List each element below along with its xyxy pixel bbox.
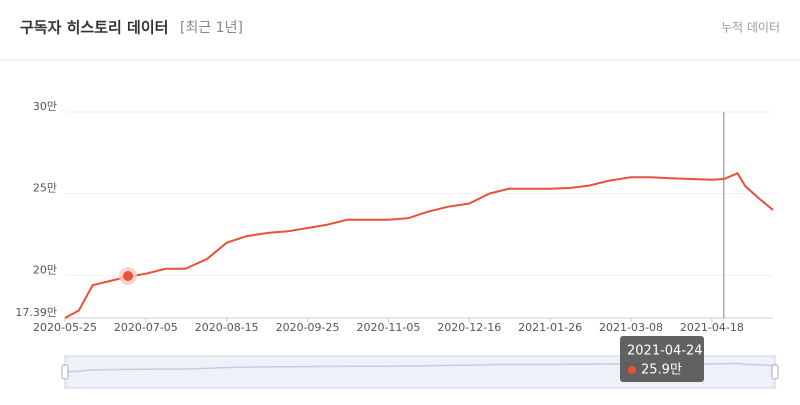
x-tick-label: 2021-03-08 <box>599 321 663 334</box>
x-tick-label: 2020-09-25 <box>276 321 340 334</box>
subscriber-line <box>64 172 774 319</box>
tooltip-dot <box>628 366 636 374</box>
tooltip: 2021-04-24 25.9만 <box>620 336 704 382</box>
tooltip-value: 25.9만 <box>641 363 682 378</box>
cumulative-toggle[interactable]: 누적 데이터 <box>721 21 780 35</box>
x-tick-label: 2021-01-26 <box>518 321 582 334</box>
tooltip-box <box>620 336 704 382</box>
x-tick-label: 2020-08-15 <box>195 321 259 334</box>
x-tick-label: 2020-05-25 <box>33 321 97 334</box>
milestone-icon[interactable] <box>123 271 133 281</box>
navigator-handle-right[interactable] <box>771 364 779 380</box>
x-tick-label: 2021-04-18 <box>680 321 744 334</box>
x-tick-label: 2020-11-05 <box>356 321 420 334</box>
tooltip-date: 2021-04-24 <box>627 344 703 359</box>
navigator-handle-left[interactable] <box>61 364 69 380</box>
x-tick-label: 2020-12-16 <box>437 321 501 334</box>
period-label: [최근 1년] <box>180 20 243 36</box>
y-tick-label: 17.39만 <box>15 306 57 319</box>
y-tick-label: 20만 <box>33 263 57 276</box>
y-tick-label: 30만 <box>33 100 57 113</box>
plot: 17.39만 20만 25만 30만 2020-05-25 2020-07-05 2020-… <box>15 100 774 334</box>
x-tick-label: 2020-07-05 <box>114 321 178 334</box>
page-title: 구독자 히스토리 데이터 <box>20 19 168 37</box>
y-tick-label: 25만 <box>33 182 57 195</box>
